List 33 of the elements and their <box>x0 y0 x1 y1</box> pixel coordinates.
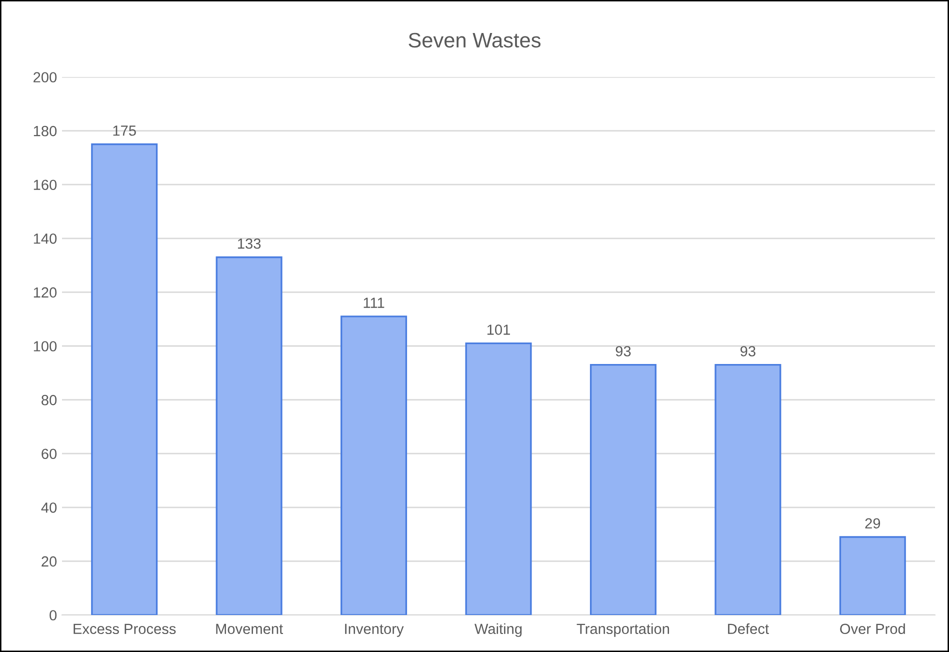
bar <box>216 256 282 615</box>
bar <box>590 364 656 615</box>
y-tick-label: 140 <box>34 234 57 244</box>
y-tick-label: 200 <box>34 72 57 82</box>
x-tick-label: Transportation <box>576 623 670 637</box>
bar <box>340 316 408 615</box>
x-tick-label: Inventory <box>345 624 404 637</box>
x-tick-label: Defect <box>728 623 769 634</box>
bar <box>91 143 158 615</box>
y-tick-label: 0 <box>50 610 57 620</box>
y-tick-label: 160 <box>34 180 57 190</box>
data-label: 29 <box>865 518 880 529</box>
x-tick-label: Excess Process <box>74 624 176 634</box>
y-tick-label: 20 <box>42 556 57 567</box>
y-tick-label: 120 <box>34 287 57 298</box>
x-tick-label: Movement <box>216 624 284 634</box>
y-tick-label: 40 <box>41 502 57 513</box>
y-tick-label: 180 <box>34 126 57 136</box>
x-tick-label: Waiting <box>474 623 522 637</box>
bar <box>465 342 532 615</box>
data-label: 133 <box>238 238 261 249</box>
data-label: 111 <box>364 298 384 308</box>
bar <box>839 536 906 615</box>
y-tick-label: 60 <box>42 448 57 460</box>
data-label: 93 <box>616 346 631 356</box>
y-tick-label: 100 <box>34 341 57 352</box>
data-label: 93 <box>740 346 756 356</box>
data-label: 101 <box>487 324 510 335</box>
y-tick-label: 80 <box>42 394 57 406</box>
bar <box>714 364 782 615</box>
data-label: 175 <box>113 126 136 136</box>
x-tick-label: Over Prod <box>840 623 905 634</box>
chart-title: Seven Wastes <box>408 32 541 48</box>
